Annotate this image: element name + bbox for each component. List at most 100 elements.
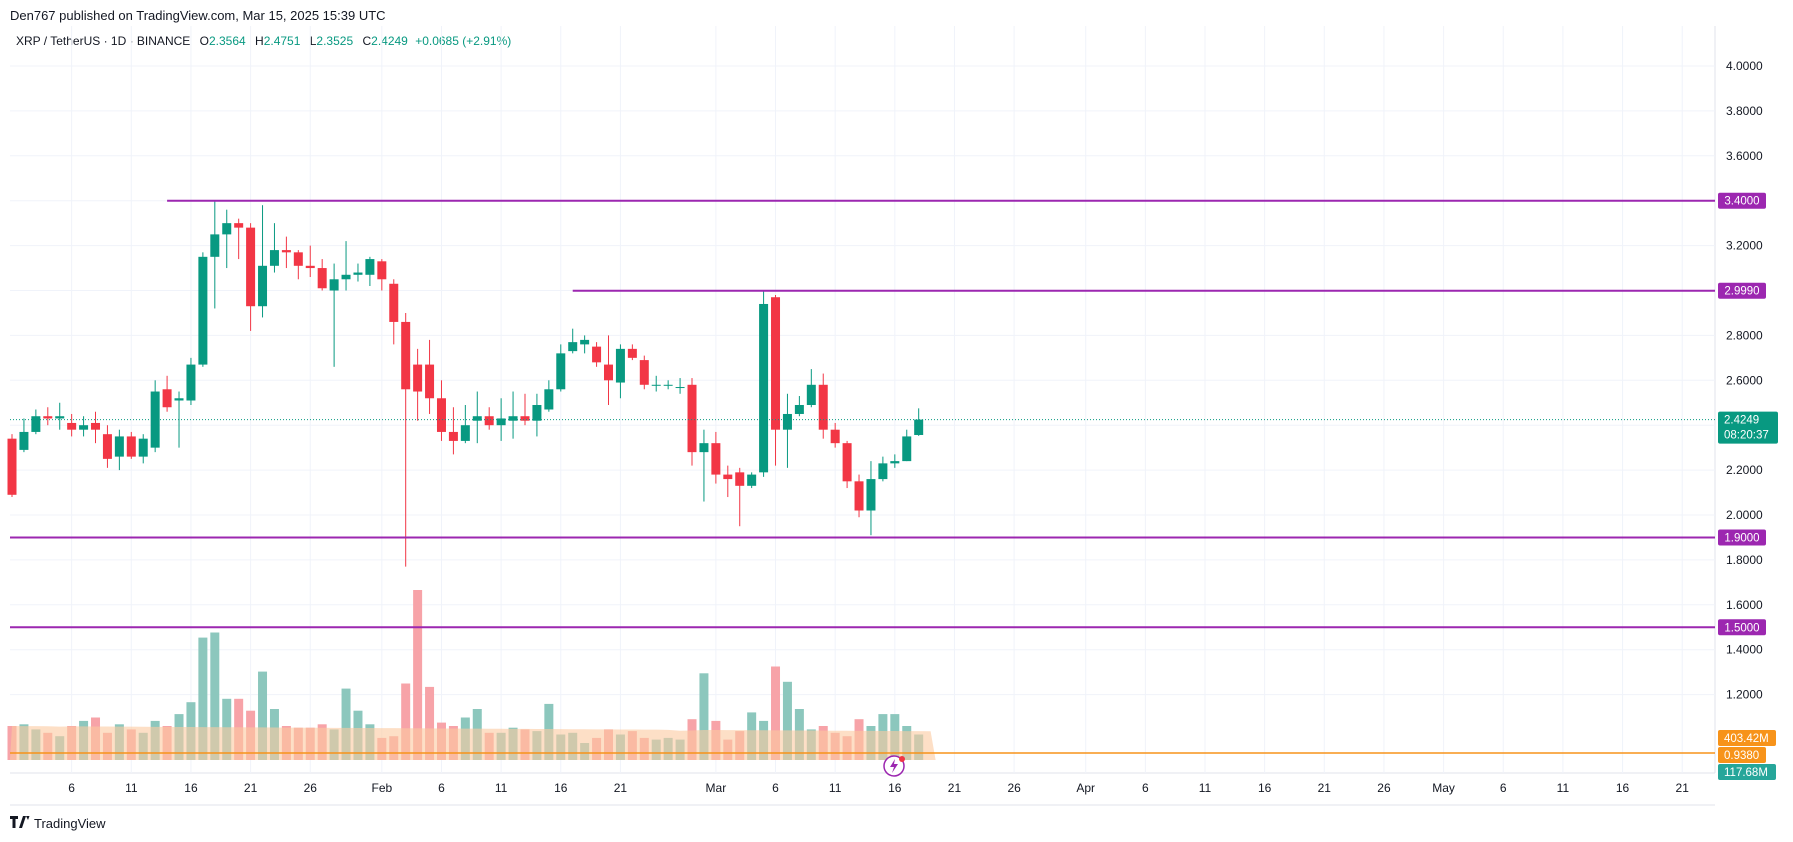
candle-body [556, 353, 566, 390]
price-tick-label: 1.6000 [1726, 598, 1763, 612]
candle-body [460, 425, 470, 441]
price-tick-label: 3.6000 [1726, 149, 1763, 163]
level-badge-label: 1.9000 [1724, 532, 1759, 544]
candle-body [580, 339, 590, 345]
candle [210, 200, 220, 309]
candle [854, 474, 864, 518]
candle [31, 409, 41, 435]
price-tick-label: 1.2000 [1726, 688, 1763, 702]
candle-body [246, 227, 256, 307]
volume-bar [699, 673, 709, 760]
candle-body [31, 416, 41, 432]
candle-body [401, 321, 411, 390]
symbol-name[interactable]: XRP / TetherUS · 1D · BINANCE [16, 34, 191, 48]
time-tick-label: 16 [1616, 781, 1630, 795]
candle-body [138, 438, 148, 457]
level-badge-label: 1.5000 [1724, 622, 1759, 634]
candle [782, 393, 792, 468]
candle-body [484, 416, 494, 426]
level-badge [1718, 619, 1766, 636]
candle [91, 411, 101, 444]
candle [377, 259, 387, 291]
level-badge-label: 2.9990 [1724, 286, 1759, 298]
candle-body [67, 422, 77, 430]
candle-body [162, 389, 172, 408]
open-key: O [199, 34, 209, 48]
candle-body [198, 256, 208, 365]
time-tick-label: 11 [495, 781, 508, 795]
candle [866, 461, 876, 536]
candle [317, 259, 327, 291]
candle-body [830, 429, 840, 444]
candle-body [234, 223, 244, 228]
price-tick-label: 1.8000 [1726, 553, 1763, 567]
time-tick-label: May [1432, 781, 1455, 795]
time-tick-label: 21 [244, 781, 258, 795]
candle-body [293, 252, 303, 266]
candle-body [806, 384, 816, 405]
candle [580, 335, 590, 354]
last-price-label: 2.4249 [1724, 415, 1759, 427]
line-value-badge [1718, 747, 1766, 763]
time-tick-label: 21 [1676, 781, 1690, 795]
candle-body [818, 384, 828, 430]
volume-bar [425, 686, 435, 760]
candle [341, 241, 351, 291]
change-value: +0.0685 (+2.91%) [415, 34, 512, 48]
candle [293, 250, 303, 280]
low-key: L [309, 34, 317, 48]
candle-body [150, 391, 160, 448]
candle-body [771, 297, 781, 430]
candle-series [7, 200, 924, 567]
candle [246, 223, 256, 331]
candle [7, 434, 17, 498]
level-badge [1718, 529, 1766, 546]
close-value: 2.4249 [371, 34, 408, 48]
time-tick-label: 11 [1199, 781, 1212, 795]
low-value: 2.3525 [316, 34, 354, 48]
candle [556, 344, 566, 392]
candle-body [448, 431, 458, 441]
time-tick-label: 6 [438, 781, 445, 795]
time-tick-label: 11 [1557, 781, 1570, 795]
candle-body [341, 274, 351, 280]
candle-body [436, 398, 446, 432]
candle [759, 290, 769, 477]
level-badge [1718, 192, 1766, 209]
candle [699, 429, 709, 502]
candle-body [102, 434, 112, 459]
candle-body [735, 472, 745, 486]
candle-body [413, 364, 423, 392]
candle [234, 218, 244, 260]
lightning-icon[interactable] [883, 755, 905, 777]
candle [842, 440, 852, 489]
candle [604, 335, 613, 405]
candle [425, 339, 435, 414]
time-tick-label: 6 [1500, 781, 1507, 795]
volume-bar [782, 681, 792, 760]
candle [484, 407, 494, 430]
price-tick-label: 2.2000 [1726, 463, 1763, 477]
candle [615, 344, 625, 399]
tradingview-logo-icon[interactable] [10, 816, 30, 831]
candle [401, 312, 411, 567]
candle [353, 263, 363, 282]
candle-body [43, 416, 53, 419]
high-key: H [255, 34, 264, 48]
candle-body [496, 418, 506, 426]
volume-bar [771, 666, 781, 760]
price-tick-label: 3.8000 [1726, 104, 1763, 118]
candle [663, 380, 673, 390]
candle-body [759, 303, 769, 473]
candle [305, 245, 315, 278]
time-tick-label: 11 [829, 781, 842, 795]
candle [651, 375, 661, 392]
candle [771, 294, 781, 466]
open-value: 2.3564 [208, 34, 246, 48]
candle [448, 407, 458, 455]
candle-body [114, 436, 124, 457]
candle [114, 429, 124, 471]
candle [568, 328, 578, 354]
candle [79, 416, 89, 437]
